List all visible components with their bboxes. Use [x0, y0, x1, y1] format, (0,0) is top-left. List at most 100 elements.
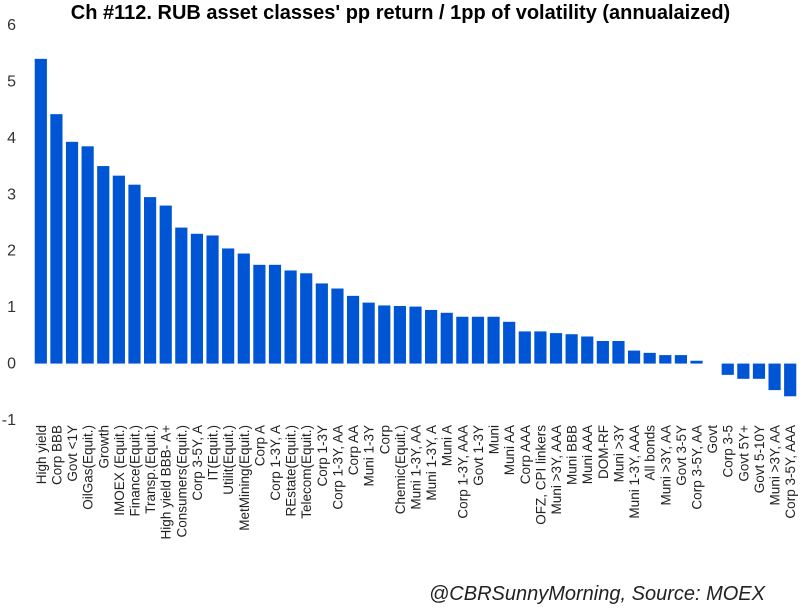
- bar: [487, 316, 500, 364]
- y-tick-label: 1: [7, 299, 16, 316]
- bar: [346, 295, 360, 364]
- x-tick-label: Corp A: [252, 425, 267, 466]
- x-tick-label: OilGas(Equit.): [81, 425, 96, 510]
- x-tick-label: Utilit(Equit.): [221, 425, 236, 495]
- y-tick-label: 0: [7, 356, 16, 373]
- bar: [34, 58, 47, 364]
- bar: [690, 360, 703, 364]
- bar: [752, 363, 766, 379]
- bar: [268, 264, 282, 364]
- x-tick-label: IT(Equit.): [206, 425, 221, 481]
- x-tick-label: Corp 3-5: [721, 425, 736, 478]
- bar: [784, 363, 797, 397]
- bar: [112, 175, 125, 364]
- x-tick-label: MetMining(Equit.): [237, 425, 252, 531]
- bar: [627, 350, 641, 364]
- x-tick-label: Muni >3Y, AAA: [549, 425, 564, 514]
- bar: [612, 341, 625, 364]
- bar: [144, 197, 157, 364]
- x-tick-label: Corp 3-5Y, A: [190, 425, 205, 501]
- x-tick-label: Finance(Equit.): [127, 425, 142, 517]
- x-tick-label: Telecom(Equit.): [299, 425, 314, 519]
- x-tick-label: Muni 1-3Y, A: [424, 425, 439, 501]
- x-tick-label: Corp BBB: [49, 425, 64, 485]
- x-tick-label: OFZ, CPI linkers: [533, 425, 548, 525]
- x-tick-label: Govt 5-10Y: [752, 425, 767, 493]
- x-tick-label: Corp 1-3Y: [315, 425, 330, 487]
- x-tick-label: Muni 1-3Y: [362, 425, 377, 487]
- bar: [222, 248, 235, 364]
- bar: [378, 305, 391, 364]
- bar: [737, 363, 750, 379]
- bar: [159, 205, 172, 364]
- bar: [503, 321, 516, 364]
- x-tick-label: Chemic(Equit.): [393, 425, 408, 514]
- x-tick-label: Corp: [377, 425, 392, 454]
- bar: [518, 331, 531, 364]
- x-tick-label: Growth: [96, 425, 111, 469]
- x-tick-label: High yield BBB- A+: [159, 425, 174, 540]
- bar: [237, 253, 250, 364]
- x-tick-label: Muni BBB: [565, 425, 580, 485]
- x-tick-label: Muni AA: [502, 425, 517, 475]
- x-tick-label: Corp 1-3Y, A: [268, 425, 283, 501]
- bar: [643, 352, 656, 364]
- bar: [596, 341, 609, 364]
- x-tick-label: Corp AAA: [518, 425, 533, 484]
- bar: [50, 114, 63, 364]
- x-tick-label: Govt 5Y+: [736, 425, 751, 482]
- x-tick-label: Consumers(Equit.): [174, 425, 189, 538]
- x-tick-label: Corp 1-3Y, AAA: [455, 425, 470, 519]
- x-tick-label: Muni A: [440, 425, 455, 466]
- bar: [565, 334, 578, 364]
- bar: [581, 336, 594, 364]
- bar: [190, 233, 204, 364]
- bar: [768, 363, 781, 391]
- x-tick-label: Muni 1-3Y, AA: [409, 425, 424, 510]
- x-tick-label: Corp 3-5Y, AAA: [783, 425, 798, 519]
- x-tick-label: Muni 1-3Y, AAA: [627, 425, 642, 519]
- source-footer: @CBRSunnyMorning, Source: MOEX: [429, 583, 765, 605]
- bar: [97, 166, 110, 364]
- bar: [284, 270, 297, 364]
- x-tick-label: IMOEX (Equit.): [112, 425, 127, 516]
- bar: [409, 306, 422, 364]
- bar: [456, 316, 469, 364]
- y-tick-label: -1: [2, 412, 16, 429]
- y-tick-label: 2: [7, 243, 16, 260]
- y-axis: -1 0 1 2 3 4 5 6: [2, 17, 16, 429]
- bar: [659, 355, 672, 364]
- bars: [34, 58, 797, 397]
- x-tick-label: All bonds: [643, 425, 658, 481]
- x-tick-label: Muni >3Y, AA: [768, 425, 783, 505]
- x-tick-label: Muni: [487, 425, 502, 454]
- x-axis: High yield Corp BBB Govt <1Y OilGas(Equit.)…: [34, 425, 798, 540]
- x-tick-label: Govt <1Y: [65, 425, 80, 482]
- bar: [534, 331, 547, 364]
- bar: [721, 363, 734, 375]
- bar: [362, 302, 375, 364]
- x-tick-label: Govt 3-5Y: [674, 425, 689, 486]
- x-tick-label: Transp.(Equit.): [143, 425, 158, 514]
- x-tick-label: REstate(Equit.): [284, 425, 299, 517]
- bar: [81, 146, 94, 364]
- x-tick-label: Muni AAA: [580, 425, 595, 484]
- x-tick-label: Corp 1-3Y, AA: [330, 425, 345, 510]
- chart-title: Ch #112. RUB asset classes' pp return / …: [70, 2, 731, 24]
- bar: [253, 264, 266, 364]
- y-tick-label: 5: [7, 73, 16, 90]
- x-tick-label: Muni >3Y, AA: [658, 425, 673, 505]
- bar: [65, 141, 79, 364]
- bar: [440, 312, 453, 364]
- bar: [393, 306, 406, 364]
- bar: [300, 273, 313, 364]
- bar: [674, 355, 687, 364]
- bar: [331, 288, 344, 364]
- bar: [549, 333, 563, 364]
- y-tick-label: 4: [7, 130, 16, 147]
- bar: [206, 235, 219, 364]
- x-tick-label: DOM-RF: [596, 425, 611, 479]
- x-tick-label: Govt 1-3Y: [471, 425, 486, 486]
- bar: [175, 227, 188, 364]
